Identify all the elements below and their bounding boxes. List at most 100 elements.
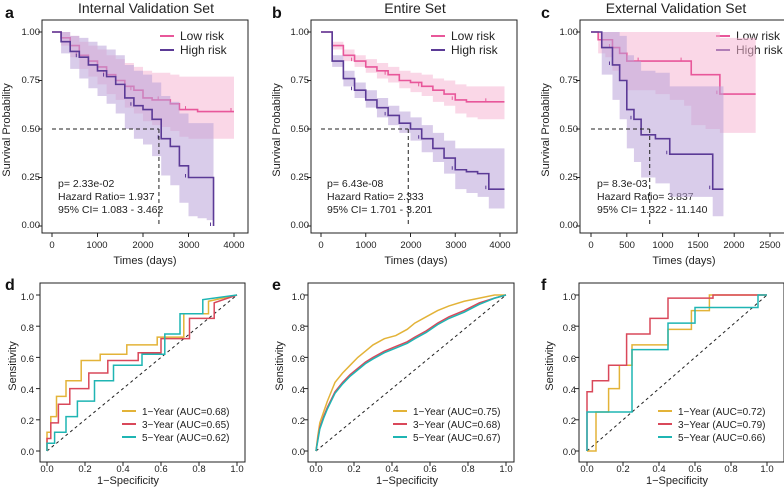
- roc-xtick-e-1: 0.2: [347, 464, 360, 475]
- panel-label-a: a: [5, 5, 14, 22]
- km-ci-band-low-b: [321, 32, 505, 120]
- km-ylabel-b: Survival Probability: [271, 83, 283, 177]
- km-ytick-b-4: 1.00: [291, 27, 310, 38]
- roc-ylabel-e: Sensitivity: [274, 341, 286, 391]
- roc-ytick-e-2: 0.4: [292, 385, 305, 396]
- km-frame-a: [41, 19, 249, 234]
- chart-marks: [36, 19, 784, 466]
- km-hazard-ratio-c: Hazard Ratio= 3.837: [597, 191, 694, 203]
- roc-ytick-f-1: 0.2: [563, 416, 576, 427]
- roc-xtick-d-2: 0.4: [116, 464, 129, 475]
- km-panel-c: c External Validation Set Survival Proba…: [540, 0, 784, 267]
- km-xtick-c-5: 2500: [759, 240, 780, 251]
- km-legend-a: Low risk High risk: [160, 29, 228, 57]
- km-ci-b: 95% CI= 1.701 - 3.201: [327, 204, 433, 216]
- roc-frame-f: [578, 282, 784, 463]
- km-ytick-c-2: 0.50: [560, 124, 579, 135]
- panel-label-b: b: [272, 5, 282, 22]
- km-curve-high-c: [591, 31, 724, 190]
- roc-diagonal-d: [46, 294, 238, 452]
- km-ytick-b-3: 0.75: [291, 75, 310, 86]
- km-xtick-a-1: 1000: [86, 240, 107, 251]
- km-ylabel-c: Survival Probability: [540, 83, 552, 177]
- roc-ylabel-d: Sensitivity: [7, 341, 19, 391]
- roc-legend-d: 1−Year (AUC=0.68) 3−Year (AUC=0.65) 5−Ye…: [122, 407, 229, 444]
- roc-frame-d: [39, 282, 246, 463]
- km-ytick-c-1: 0.25: [560, 172, 579, 183]
- km-pvalue-b: p= 6.43e-08: [327, 178, 384, 190]
- roc-xtick-f-5: 1.0: [760, 464, 773, 475]
- km-panel-b: b Entire Set Survival Probability Times …: [271, 0, 511, 267]
- roc-xtick-d-1: 0.2: [78, 464, 91, 475]
- roc-ytick-e-1: 0.2: [292, 416, 305, 427]
- roc-xtick-labels-d: 0.0 0.2 0.4 0.6 0.8 1.0: [40, 464, 243, 475]
- km-title-a: Internal Validation Set: [78, 0, 214, 16]
- km-xtick-c-3: 1500: [687, 240, 708, 251]
- roc-xtick-d-3: 0.6: [154, 464, 167, 475]
- roc-xtick-e-5: 1.0: [499, 464, 512, 475]
- roc-legend-f-2: 5−Year (AUC=0.66): [678, 433, 765, 444]
- roc-curve-d-0: [46, 294, 238, 451]
- roc-legend-d-0: 1−Year (AUC=0.68): [142, 407, 229, 418]
- km-xtick-labels-a: 0 1000 2000 3000 4000: [49, 240, 244, 251]
- roc-xtick-f-4: 0.8: [724, 464, 737, 475]
- km-xtick-c-2: 1000: [652, 240, 673, 251]
- roc-curve-f-1: [586, 294, 767, 451]
- roc-legend-d-2: 5−Year (AUC=0.62): [142, 433, 229, 444]
- km-legend-low-a: Low risk: [180, 29, 225, 43]
- roc-frame-e: [307, 282, 515, 463]
- roc-xtick-d-0: 0.0: [40, 464, 53, 475]
- roc-ytick-f-3: 0.6: [563, 354, 576, 365]
- km-xtick-a-3: 3000: [178, 240, 199, 251]
- km-xtick-b-1: 1000: [355, 240, 376, 251]
- roc-legend-f-1: 3−Year (AUC=0.79): [678, 420, 765, 431]
- km-ytick-c-4: 1.00: [560, 27, 579, 38]
- roc-ytick-d-3: 0.6: [21, 354, 34, 365]
- km-xtick-c-1: 500: [619, 240, 635, 251]
- roc-curve-e-2: [315, 294, 507, 452]
- km-ytick-b-2: 0.50: [291, 124, 310, 135]
- km-xtick-b-0: 0: [318, 240, 323, 251]
- km-pvalue-c: p= 8.3e-03: [597, 178, 648, 190]
- km-legend-high-a: High risk: [180, 43, 228, 57]
- km-hazard-ratio-a: Hazard Ratio= 1.937: [58, 191, 155, 203]
- km-stats-a: p= 2.33e-02 Hazard Ratio= 1.937 95% CI= …: [58, 178, 164, 216]
- km-ytick-labels-a: 0.00 0.25 0.50 0.75 1.00: [22, 27, 41, 231]
- km-title-c: External Validation Set: [606, 0, 747, 16]
- km-ytick-a-2: 0.50: [22, 124, 41, 135]
- panel-label-e: e: [272, 277, 281, 294]
- roc-ytick-e-3: 0.6: [292, 354, 305, 365]
- roc-ytick-d-5: 1.0: [21, 292, 34, 303]
- roc-ylabel-f: Sensitivity: [544, 341, 556, 391]
- roc-panel-d: d Sensitivity 1−Specificity 0.0 0.2 0.4 …: [5, 277, 244, 487]
- roc-ytick-f-5: 1.0: [563, 292, 576, 303]
- km-ytick-a-0: 0.00: [22, 220, 41, 231]
- km-ci-band-high-c: [591, 32, 724, 217]
- km-frame-c: [579, 19, 784, 234]
- roc-legend-e-2: 5−Year (AUC=0.67): [413, 433, 500, 444]
- roc-xtick-e-4: 0.8: [461, 464, 474, 475]
- km-curve-high-b: [321, 31, 505, 190]
- panel-label-c: c: [541, 5, 550, 22]
- roc-curve-e-0: [315, 294, 506, 452]
- km-ytick-labels-c: 0.00 0.25 0.50 0.75 1.00: [560, 27, 579, 231]
- roc-ytick-f-4: 0.8: [563, 323, 576, 334]
- roc-curve-d-2: [46, 294, 238, 451]
- roc-ytick-f-2: 0.4: [563, 385, 576, 396]
- roc-panel-e: e Sensitivity 1−Specificity 0.0 0.2 0.4 …: [272, 277, 513, 487]
- km-legend-high-b: High risk: [451, 43, 499, 57]
- panel-label-f: f: [541, 277, 547, 294]
- km-ytick-b-1: 0.25: [291, 172, 310, 183]
- roc-xtick-e-3: 0.6: [423, 464, 436, 475]
- km-legend-b: Low risk High risk: [431, 29, 499, 57]
- roc-ytick-d-1: 0.2: [21, 416, 34, 427]
- km-ylabel-a: Survival Probability: [1, 83, 13, 177]
- roc-xtick-e-0: 0.0: [309, 464, 322, 475]
- roc-legend-e-0: 1−Year (AUC=0.75): [413, 407, 500, 418]
- roc-xtick-f-3: 0.6: [688, 464, 701, 475]
- km-stats-b: p= 6.43e-08 Hazard Ratio= 2.333 95% CI= …: [327, 178, 433, 216]
- roc-legend-f-0: 1−Year (AUC=0.72): [678, 407, 765, 418]
- km-xtick-a-2: 2000: [132, 240, 153, 251]
- km-xtick-b-4: 4000: [489, 240, 510, 251]
- km-panel-a: a Internal Validation Set Survival Proba…: [1, 0, 245, 267]
